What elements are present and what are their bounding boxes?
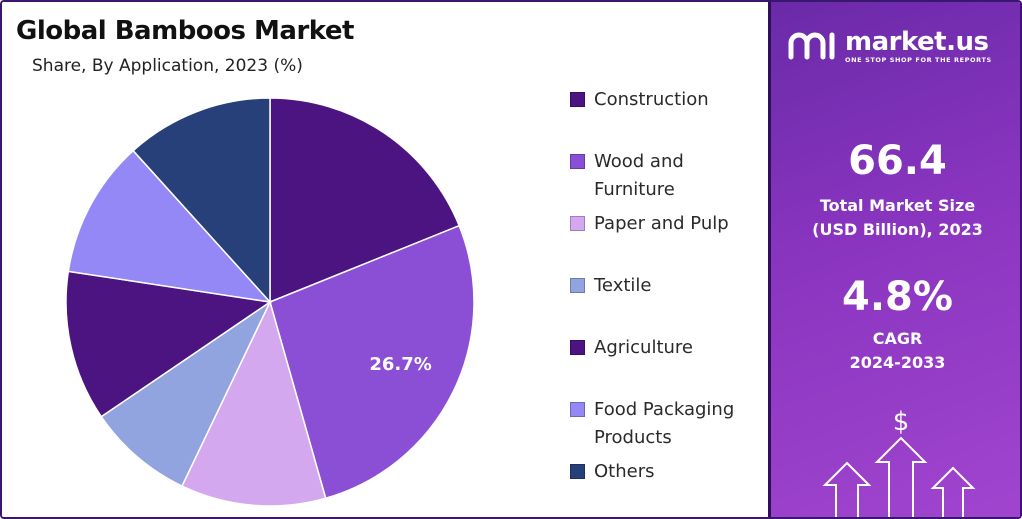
brand-name: market.us <box>845 27 989 57</box>
pie-data-label: 26.7% <box>369 354 431 375</box>
pie-slice-food-packaging-products <box>67 149 272 304</box>
legend-swatch <box>570 92 585 107</box>
legend-item-agriculture: Agriculture <box>570 334 760 362</box>
legend-label: Others <box>594 461 655 482</box>
legend-swatch <box>570 278 585 293</box>
market-size-label-line1: Total Market Size <box>819 196 976 215</box>
chart-title: Global Bamboos Market <box>16 16 354 46</box>
market-size-label-line2: (USD Billion), 2023 <box>812 220 983 239</box>
pie-slice-agriculture <box>65 270 273 418</box>
legend-swatch <box>570 464 585 479</box>
legend-swatch <box>570 402 585 417</box>
legend-item-textile: Textile <box>570 272 760 300</box>
pie-slice-paper-and-pulp <box>180 299 327 507</box>
chart-panel: Global Bamboos Market Share, By Applicat… <box>2 2 768 517</box>
pie-slice-construction <box>269 97 461 304</box>
chart-subtitle: Share, By Application, 2023 (%) <box>32 56 303 76</box>
legend-swatch <box>570 154 585 169</box>
pie-chart: 26.7% <box>65 97 475 507</box>
legend-label: Wood and Furniture <box>594 151 684 200</box>
legend-item-wood-and-furniture: Wood and Furniture <box>570 148 760 204</box>
cagr-period: 2024-2033 <box>849 353 946 372</box>
legend-swatch <box>570 340 585 355</box>
brand: market.us ONE STOP SHOP FOR THE REPORTS <box>787 28 992 64</box>
stats-sidebar: market.us ONE STOP SHOP FOR THE REPORTS … <box>768 2 1020 517</box>
pie-slice-textile <box>100 299 272 488</box>
legend-swatch <box>570 216 585 231</box>
cagr-value: 4.8% <box>842 274 953 320</box>
pie-slice-others <box>132 97 271 304</box>
legend-item-others: Others <box>570 458 760 486</box>
pie-slice-wood-and-furniture <box>269 224 475 500</box>
legend-item-construction: Construction <box>570 86 760 114</box>
cagr-label: CAGR <box>872 329 923 348</box>
legend-label: Food Packaging Products <box>594 399 735 448</box>
legend-label: Paper and Pulp <box>594 213 729 234</box>
dollar-arrows-icon: $ <box>822 407 976 517</box>
legend-item-paper-and-pulp: Paper and Pulp <box>570 210 760 238</box>
dollar-symbol: $ <box>893 407 910 437</box>
market-us-logo-icon <box>788 32 835 60</box>
legend-label: Textile <box>594 275 652 296</box>
market-size-value: 66.4 <box>848 138 947 184</box>
legend-item-food-packaging-products: Food Packaging Products <box>570 396 760 452</box>
legend-label: Agriculture <box>594 337 693 358</box>
legend-label: Construction <box>594 89 709 110</box>
brand-tagline: ONE STOP SHOP FOR THE REPORTS <box>845 56 992 64</box>
